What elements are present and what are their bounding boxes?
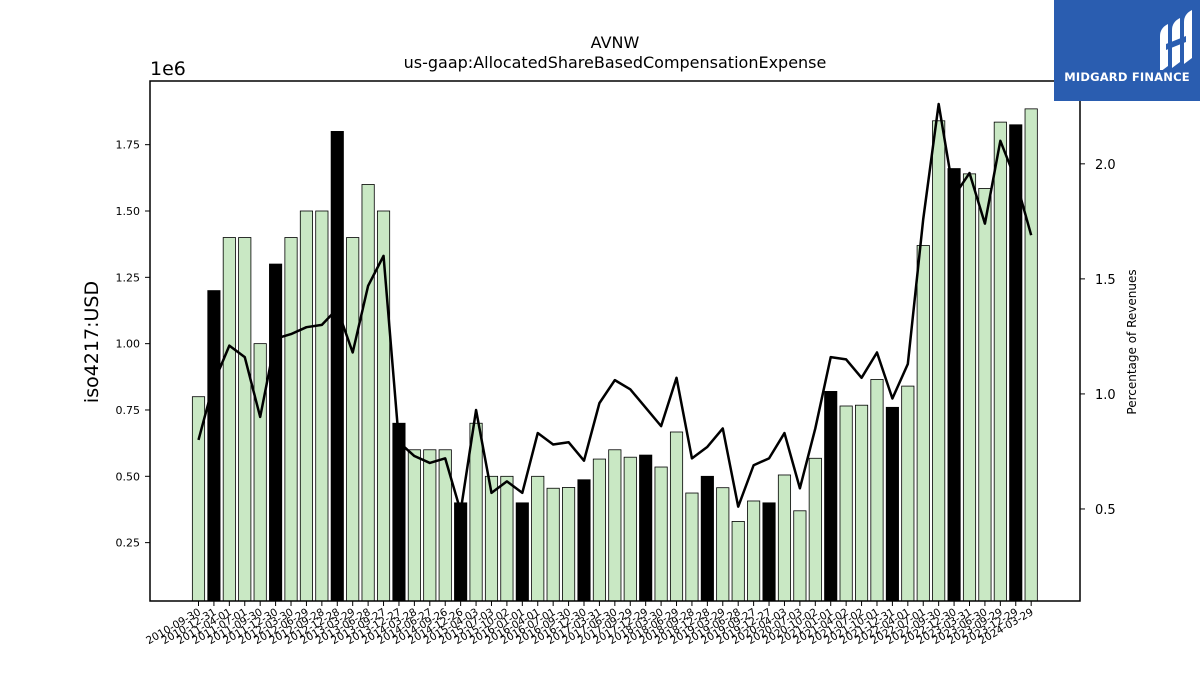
bar — [284, 237, 298, 602]
y-tick-label: 0.50 — [116, 470, 141, 483]
midgard-logo-icon — [1160, 10, 1192, 70]
bar — [855, 404, 869, 602]
chart-subtitle: us-gaap:AllocatedShareBasedCompensationE… — [404, 53, 827, 72]
bar — [901, 385, 915, 602]
bar — [623, 456, 637, 602]
bar — [423, 449, 437, 602]
bar — [885, 406, 899, 602]
bar — [700, 475, 714, 602]
y2-tick-label: 0.5 — [1095, 503, 1116, 518]
y-tick-label: 0.75 — [116, 404, 141, 417]
bar — [454, 502, 468, 602]
bar — [993, 121, 1007, 602]
y2-tick-label: 1.5 — [1095, 273, 1116, 288]
y-tick-label: 1.25 — [116, 271, 141, 284]
bar — [500, 475, 514, 602]
bar — [716, 487, 730, 602]
bar — [978, 188, 992, 602]
bar — [654, 466, 668, 602]
bar — [916, 245, 930, 602]
bar — [346, 237, 360, 602]
bar — [562, 487, 576, 602]
bar — [731, 521, 745, 602]
bar — [315, 210, 329, 602]
bar — [361, 184, 375, 602]
bar — [407, 449, 421, 602]
bar — [747, 500, 761, 602]
y2-axis-label: Percentage of Revenues — [1125, 269, 1139, 414]
bar — [577, 479, 591, 602]
bar — [207, 290, 221, 602]
y-axis-label: iso4217:USD — [81, 281, 103, 403]
bar — [808, 457, 822, 602]
bar — [469, 422, 483, 602]
bar — [531, 475, 545, 602]
bar — [253, 343, 267, 602]
bar — [669, 431, 684, 602]
y2-tick-label: 2.0 — [1095, 158, 1116, 173]
bar — [299, 210, 313, 602]
y-offset-label: 1e6 — [150, 58, 186, 80]
bar — [932, 120, 946, 602]
plot-area: 0.25 0.50 0.75 1.00 1.25 1.50 1.75 0.5 1.0 1.5 2.0… — [116, 80, 1116, 647]
bar — [1024, 108, 1038, 602]
logo-text: MIDGARD FINANCE — [1064, 70, 1190, 84]
bar — [484, 475, 499, 602]
bar — [777, 474, 792, 602]
y-tick-label: 1.75 — [116, 139, 141, 152]
bar — [639, 454, 653, 602]
bar — [592, 458, 606, 602]
chart-title: AVNW — [591, 33, 640, 52]
bar — [238, 237, 252, 602]
bar — [392, 422, 406, 602]
y2-tick-label: 1.0 — [1095, 388, 1116, 403]
bar — [824, 391, 838, 602]
bar — [546, 487, 560, 602]
bar — [962, 173, 977, 602]
bar — [608, 449, 622, 602]
bar — [762, 502, 776, 602]
bar — [839, 405, 853, 602]
y-tick-label: 0.25 — [116, 537, 141, 550]
y-tick-label: 1.50 — [116, 205, 141, 218]
bar — [793, 510, 807, 602]
brand-logo: MIDGARD FINANCE — [1054, 0, 1200, 101]
bar — [515, 502, 529, 602]
y-tick-label: 1.00 — [116, 338, 141, 351]
bar — [269, 263, 283, 602]
revenue-percentage-line — [197, 102, 1033, 513]
bar — [870, 379, 884, 602]
bar — [222, 237, 236, 602]
bar — [685, 492, 699, 602]
bar — [947, 168, 961, 602]
bar — [330, 131, 344, 602]
